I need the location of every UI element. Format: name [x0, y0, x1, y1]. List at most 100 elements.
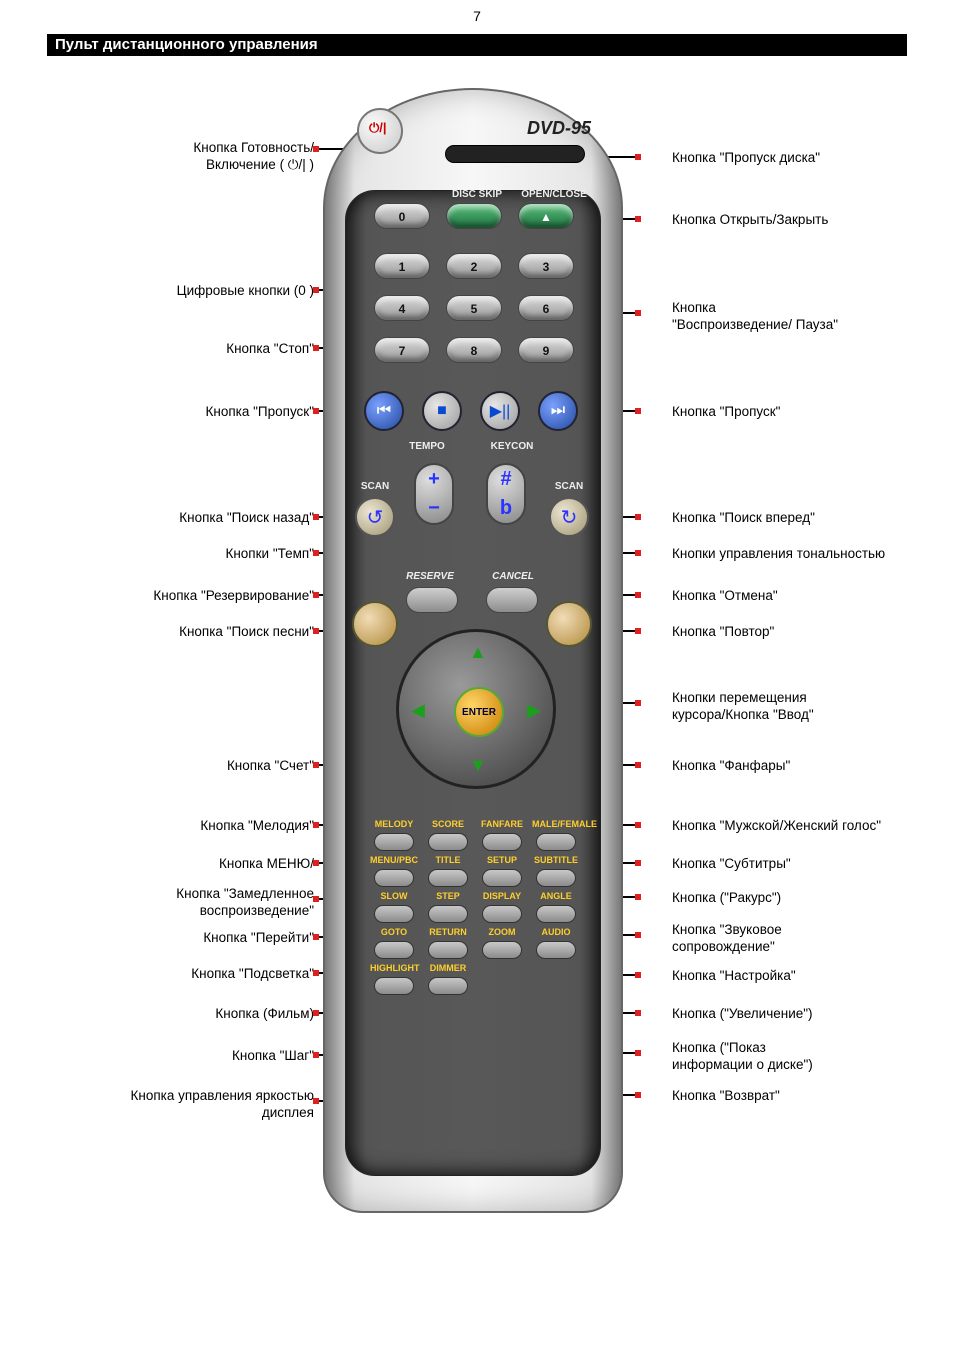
callout-left: Кнопка МЕНЮ/ [219, 856, 314, 873]
digit-4-button[interactable]: 4 [374, 295, 430, 321]
callout-right: Кнопка "Отмена" [672, 588, 778, 605]
grid-btn-menu-pbc[interactable] [374, 869, 414, 887]
grid-label-male-female: MALE/FEMALE [532, 819, 580, 829]
digit-9-button[interactable]: 9 [518, 337, 574, 363]
digit-3: 3 [543, 260, 550, 274]
grid-btn-title[interactable] [428, 869, 468, 887]
keycon-button[interactable]: # b [486, 463, 526, 525]
digit-8-button[interactable]: 8 [446, 337, 502, 363]
stop-icon: ■ [424, 393, 460, 429]
sharp-icon: # [500, 468, 511, 491]
grid-btn-dimmer[interactable] [428, 977, 468, 995]
function-button-grid: MELODYSCOREFANFAREMALE/FEMALEMENU/PBCTIT… [374, 819, 578, 999]
grid-btn-setup[interactable] [482, 869, 522, 887]
digit-1: 1 [399, 260, 406, 274]
skip-back-button[interactable]: ⏮ [364, 391, 404, 431]
grid-label-angle: ANGLE [532, 891, 580, 901]
callout-right: Кнопка "Пропуск диска" [672, 150, 820, 167]
grid-btn-display[interactable] [482, 905, 522, 923]
callout-right: Кнопки перемещениякурсора/Кнопка "Ввод" [672, 690, 814, 724]
cursor-right-button[interactable]: ▶ [527, 700, 541, 721]
page-number: 7 [0, 8, 954, 24]
callout-left: Кнопка "Мелодия" [200, 818, 314, 835]
callout-left: Кнопка "Подсветка" [191, 966, 314, 983]
callout-left: Кнопка (Фильм) [215, 1006, 314, 1023]
remote-diagram: Кнопка Готовность/Включение ( ⏻/| )Цифро… [0, 78, 954, 1351]
grid-btn-return[interactable] [428, 941, 468, 959]
grid-btn-score[interactable] [428, 833, 468, 851]
cancel-button[interactable] [486, 587, 538, 613]
grid-btn-male-female[interactable] [536, 833, 576, 851]
grid-btn-zoom[interactable] [482, 941, 522, 959]
callout-left: Кнопка "Резервирование" [153, 588, 314, 605]
disc-skip-button[interactable] [446, 203, 502, 229]
skip-fwd-button[interactable]: ⏭ [538, 391, 578, 431]
callout-right: Кнопка ("Показинформации о диске") [672, 1040, 813, 1074]
grid-btn-audio[interactable] [536, 941, 576, 959]
scan-back-button[interactable]: ↺ [355, 497, 395, 537]
repeat-button[interactable] [546, 601, 592, 647]
grid-label-highlight: HIGHLIGHT [370, 963, 418, 973]
scan-right-label: SCAN [549, 481, 589, 492]
grid-btn-angle[interactable] [536, 905, 576, 923]
digit-9: 9 [543, 344, 550, 358]
digit-8: 8 [471, 344, 478, 358]
grid-label-subtitle: SUBTITLE [532, 855, 580, 865]
callout-left: Кнопка "Счет" [227, 758, 314, 775]
open-close-button[interactable]: ▲ [518, 203, 574, 229]
grid-btn-subtitle[interactable] [536, 869, 576, 887]
grid-btn-slow[interactable] [374, 905, 414, 923]
tempo-label: TEMPO [402, 441, 452, 452]
callout-left: Кнопка "Пропуск" [206, 404, 314, 421]
grid-label-step: STEP [424, 891, 472, 901]
digit-0: 0 [399, 210, 406, 224]
direction-pad: ▲ ▼ ◀ ▶ ENTER [396, 629, 556, 789]
digit-7-button[interactable]: 7 [374, 337, 430, 363]
digit-7: 7 [399, 344, 406, 358]
prev-icon: ⏮ [366, 393, 402, 429]
digit-1-button[interactable]: 1 [374, 253, 430, 279]
reserve-button[interactable] [406, 587, 458, 613]
ir-window [445, 145, 585, 163]
grid-label-goto: GOTO [370, 927, 418, 937]
grid-label-slow: SLOW [370, 891, 418, 901]
grid-label-display: DISPLAY [478, 891, 526, 901]
minus-icon: − [428, 497, 440, 520]
callout-right: Кнопка ("Увеличение") [672, 1006, 813, 1023]
callout-right: Кнопки управления тональностью [672, 546, 885, 563]
stop-button[interactable]: ■ [422, 391, 462, 431]
callout-right: Кнопка"Воспроизведение/ Пауза" [672, 300, 838, 334]
grid-label-title: TITLE [424, 855, 472, 865]
digit-2-button[interactable]: 2 [446, 253, 502, 279]
callout-left: Цифровые кнопки (0 ) [177, 283, 314, 300]
heading-bar: Пульт дистанционного управления [47, 34, 907, 56]
grid-label-return: RETURN [424, 927, 472, 937]
keycon-label: KEYCON [482, 441, 542, 452]
play-pause-button[interactable]: ▶|| [480, 391, 520, 431]
callout-left: Кнопка "Поиск назад" [179, 510, 314, 527]
power-icon: ⏻/| [369, 120, 387, 136]
scan-fwd-button[interactable]: ↻ [549, 497, 589, 537]
callout-left: Кнопка "Замедленноевоспроизведение" [176, 886, 314, 920]
digit-6-button[interactable]: 6 [518, 295, 574, 321]
grid-btn-step[interactable] [428, 905, 468, 923]
digit-4: 4 [399, 302, 406, 316]
song-search-button[interactable] [352, 601, 398, 647]
enter-button[interactable]: ENTER [454, 687, 504, 737]
callout-left: Кнопка "Шаг" [232, 1048, 314, 1065]
grid-btn-melody[interactable] [374, 833, 414, 851]
callout-right: Кнопка Открыть/Закрыть [672, 212, 828, 229]
cursor-up-button[interactable]: ▲ [469, 642, 487, 663]
tempo-button[interactable]: + − [414, 463, 454, 525]
cursor-down-button[interactable]: ▼ [469, 755, 487, 776]
grid-btn-fanfare[interactable] [482, 833, 522, 851]
digit-3-button[interactable]: 3 [518, 253, 574, 279]
callout-right: Кнопка "Звуковоесопровождение" [672, 922, 782, 956]
digit-2: 2 [471, 260, 478, 274]
button-panel: DISC SKIP OPEN/CLOSE 0 ▲ 1 2 3 4 5 6 7 8… [345, 190, 601, 1176]
grid-btn-highlight[interactable] [374, 977, 414, 995]
digit-5-button[interactable]: 5 [446, 295, 502, 321]
cursor-left-button[interactable]: ◀ [411, 700, 425, 721]
grid-btn-goto[interactable] [374, 941, 414, 959]
digit-0-button[interactable]: 0 [374, 203, 430, 229]
